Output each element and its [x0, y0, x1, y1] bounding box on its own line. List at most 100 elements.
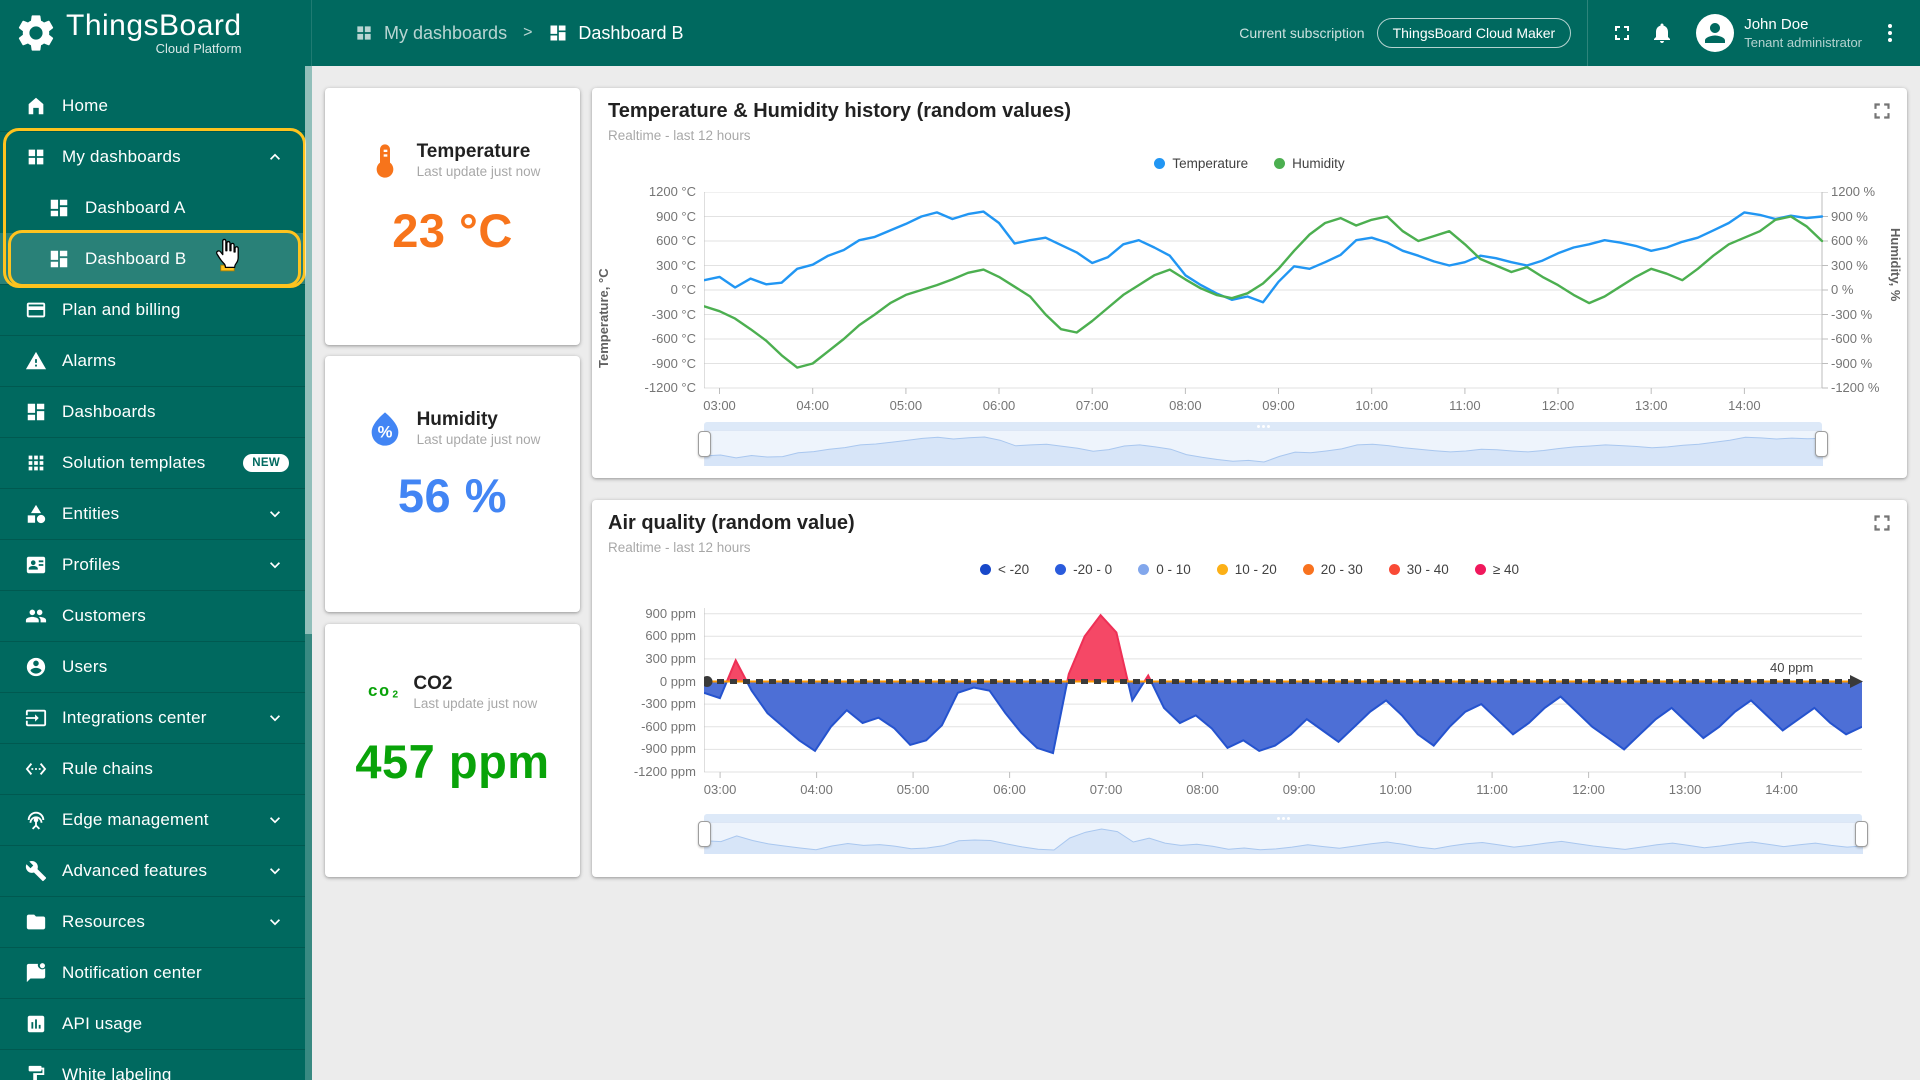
- screen: ThingsBoard Cloud Platform My dashboards…: [0, 0, 1920, 1080]
- legend-dot: [1154, 158, 1165, 169]
- paint-icon: [25, 1064, 47, 1080]
- y-axis-tick-left: 900 °C: [610, 209, 696, 224]
- y-axis-tick-right: 1200 %: [1831, 184, 1917, 199]
- breadcrumb: My dashboards > Dashboard B: [354, 23, 684, 44]
- sidebar-item-white-labeling[interactable]: White labeling: [0, 1049, 305, 1080]
- legend-dot: [1475, 564, 1486, 575]
- temperature-value: 23 °C: [325, 203, 580, 258]
- sidebar-item-label: Entities: [62, 504, 119, 524]
- legend-dot: [1055, 564, 1066, 575]
- sidebar-item-rule-chains[interactable]: Rule chains: [0, 743, 305, 794]
- sidebar-item-plan-and-billing[interactable]: Plan and billing: [0, 284, 305, 335]
- navigator-handle-right[interactable]: [1815, 431, 1828, 457]
- sidebar-item-resources[interactable]: Resources: [0, 896, 305, 947]
- legend-item-10---20[interactable]: 10 - 20: [1217, 562, 1277, 577]
- sidebar-item-my-dashboards[interactable]: My dashboards: [0, 131, 305, 182]
- user-avatar[interactable]: [1696, 14, 1734, 52]
- temp-humidity-chart-card: Temperature & Humidity history (random v…: [592, 88, 1907, 478]
- y-axis-tick-right: 600 %: [1831, 233, 1917, 248]
- dashboard-icon: [48, 197, 70, 219]
- legend-label: 0 - 10: [1156, 562, 1191, 577]
- header-menu-button[interactable]: [1870, 13, 1910, 53]
- chart2-title: Air quality (random value): [608, 512, 855, 535]
- y-axis-tick: 600 ppm: [610, 628, 696, 643]
- navigator-handle-left[interactable]: [698, 431, 711, 457]
- x-axis-tick: 11:00: [1476, 782, 1508, 797]
- chart1-y-left-title: Temperature, °C: [596, 218, 611, 368]
- bell-icon: [1650, 21, 1674, 45]
- air-quality-plot[interactable]: [704, 608, 1876, 780]
- logo[interactable]: ThingsBoard Cloud Platform: [0, 0, 312, 66]
- sidebar-item-customers[interactable]: Customers: [0, 590, 305, 641]
- legend-item-30---40[interactable]: 30 - 40: [1389, 562, 1449, 577]
- ethernet-icon: [25, 758, 47, 780]
- sidebar-item-dashboard-a[interactable]: Dashboard A: [0, 182, 305, 233]
- build-icon: [25, 860, 47, 882]
- notifications-button[interactable]: [1642, 13, 1682, 53]
- humidity-card[interactable]: % Humidity Last update just now 56 %: [325, 356, 580, 612]
- x-axis-tick: 10:00: [1379, 782, 1412, 797]
- x-axis-tick: 06:00: [993, 782, 1026, 797]
- user-info[interactable]: John Doe Tenant administrator: [1744, 15, 1862, 51]
- legend-item-0---10[interactable]: 0 - 10: [1138, 562, 1191, 577]
- navigator-grip[interactable]: [704, 814, 1862, 822]
- x-axis-tick: 06:00: [983, 398, 1016, 413]
- temp-humidity-plot[interactable]: [704, 192, 1830, 396]
- sidebar-item-edge-management[interactable]: Edge management: [0, 794, 305, 845]
- sidebar-item-label: Home: [62, 96, 108, 116]
- sidebar-item-advanced-features[interactable]: Advanced features: [0, 845, 305, 896]
- subscription-plan-button[interactable]: ThingsBoard Cloud Maker: [1377, 18, 1572, 48]
- category-icon: [25, 503, 47, 525]
- dashboard-area: Temperature Last update just now 23 °C %…: [312, 66, 1920, 1080]
- sidebar-item-integrations-center[interactable]: Integrations center: [0, 692, 305, 743]
- chevron-down-icon: [265, 555, 285, 575]
- chart1-time-navigator[interactable]: [704, 422, 1822, 466]
- legend-item--20---0[interactable]: -20 - 0: [1055, 562, 1112, 577]
- legend-item-humidity[interactable]: Humidity: [1274, 156, 1345, 171]
- y-axis-tick-left: -900 °C: [610, 356, 696, 371]
- apps-icon: [25, 452, 47, 474]
- legend-item-temperature[interactable]: Temperature: [1154, 156, 1248, 171]
- sidebar-item-solution-templates[interactable]: Solution templatesNEW: [0, 437, 305, 488]
- navigator-handle-right[interactable]: [1855, 821, 1868, 847]
- sidebar-item-alarms[interactable]: Alarms: [0, 335, 305, 386]
- sidebar-item-home[interactable]: Home: [0, 80, 305, 131]
- fullscreen-button[interactable]: [1602, 13, 1642, 53]
- sidebar-item-label: Notification center: [62, 963, 202, 983]
- sidebar-item-dashboards[interactable]: Dashboards: [0, 386, 305, 437]
- x-axis-tick: 03:00: [704, 782, 737, 797]
- chart2-time-navigator[interactable]: [704, 814, 1862, 854]
- chart1-fullscreen-icon[interactable]: [1869, 98, 1895, 124]
- y-axis-tick-left: -600 °C: [610, 331, 696, 346]
- navigator-preview[interactable]: [704, 822, 1862, 854]
- legend-dot: [1303, 564, 1314, 575]
- navigator-preview[interactable]: [704, 430, 1822, 466]
- sidebar-item-label: Dashboard A: [85, 198, 186, 218]
- navigator-handle-left[interactable]: [698, 821, 711, 847]
- chart2-fullscreen-icon[interactable]: [1869, 510, 1895, 536]
- new-badge: NEW: [243, 454, 289, 472]
- legend-item-≥-40[interactable]: ≥ 40: [1475, 562, 1519, 577]
- y-axis-tick-right: -300 %: [1831, 307, 1917, 322]
- thermometer-icon: [365, 141, 405, 181]
- avatar-person-icon: [1700, 18, 1730, 48]
- legend-dot: [1217, 564, 1228, 575]
- sidebar-item-dashboard-b[interactable]: Dashboard B: [0, 233, 305, 284]
- breadcrumb-current[interactable]: Dashboard B: [548, 23, 683, 44]
- sidebar-scrollbar[interactable]: [305, 66, 312, 1080]
- temperature-card[interactable]: Temperature Last update just now 23 °C: [325, 88, 580, 345]
- navigator-grip[interactable]: [704, 422, 1822, 430]
- legend-item-20---30[interactable]: 20 - 30: [1303, 562, 1363, 577]
- y-axis-tick-left: 600 °C: [610, 233, 696, 248]
- sidebar-item-profiles[interactable]: Profiles: [0, 539, 305, 590]
- y-axis-tick: -600 ppm: [610, 719, 696, 734]
- legend-item-<--20[interactable]: < -20: [980, 562, 1029, 577]
- sidebar-item-api-usage[interactable]: API usage: [0, 998, 305, 1049]
- y-axis-tick-left: -1200 °C: [610, 380, 696, 395]
- co2-card[interactable]: co₂ CO2 Last update just now 457 ppm: [325, 624, 580, 877]
- sidebar-item-users[interactable]: Users: [0, 641, 305, 692]
- breadcrumb-my-dashboards[interactable]: My dashboards: [354, 23, 507, 44]
- chart1-legend: Temperature Humidity: [592, 156, 1907, 171]
- sidebar-item-notification-center[interactable]: Notification center: [0, 947, 305, 998]
- sidebar-item-entities[interactable]: Entities: [0, 488, 305, 539]
